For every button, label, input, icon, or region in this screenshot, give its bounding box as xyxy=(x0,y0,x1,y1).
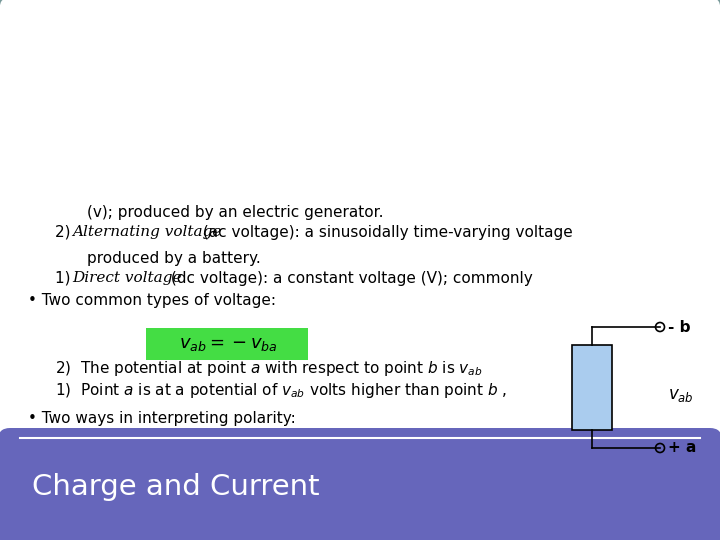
Text: 1): 1) xyxy=(55,271,76,286)
Text: produced by a battery.: produced by a battery. xyxy=(87,251,261,266)
Text: 2)  The potential at point $a$ with respect to point $b$ is $v_{ab}$: 2) The potential at point $a$ with respe… xyxy=(55,359,482,377)
FancyBboxPatch shape xyxy=(0,428,720,540)
Text: Charge and Current: Charge and Current xyxy=(32,473,320,501)
Text: (dc voltage): a constant voltage (V); commonly: (dc voltage): a constant voltage (V); co… xyxy=(166,271,533,286)
Text: + a: + a xyxy=(668,441,696,456)
Text: 1)  Point $a$ is at a potential of $v_{ab}$ volts higher than point $b$ ,: 1) Point $a$ is at a potential of $v_{ab… xyxy=(55,381,508,400)
Text: (v); produced by an electric generator.: (v); produced by an electric generator. xyxy=(87,205,384,219)
Text: $v_{ab} = -v_{ba}$: $v_{ab} = -v_{ba}$ xyxy=(179,335,277,353)
Text: (ac voltage): a sinusoidally time-varying voltage: (ac voltage): a sinusoidally time-varyin… xyxy=(198,225,572,240)
Bar xyxy=(572,345,612,430)
Bar xyxy=(10,440,710,475)
Text: Alternating voltage: Alternating voltage xyxy=(72,225,221,239)
Text: • Two ways in interpreting polarity:: • Two ways in interpreting polarity: xyxy=(28,410,296,426)
Text: - b: - b xyxy=(668,320,690,334)
Text: Direct voltage: Direct voltage xyxy=(72,271,181,285)
FancyBboxPatch shape xyxy=(146,328,308,360)
Text: $v_{ab}$: $v_{ab}$ xyxy=(668,387,694,404)
Text: • Two common types of voltage:: • Two common types of voltage: xyxy=(28,293,276,307)
Text: 2): 2) xyxy=(55,225,76,240)
